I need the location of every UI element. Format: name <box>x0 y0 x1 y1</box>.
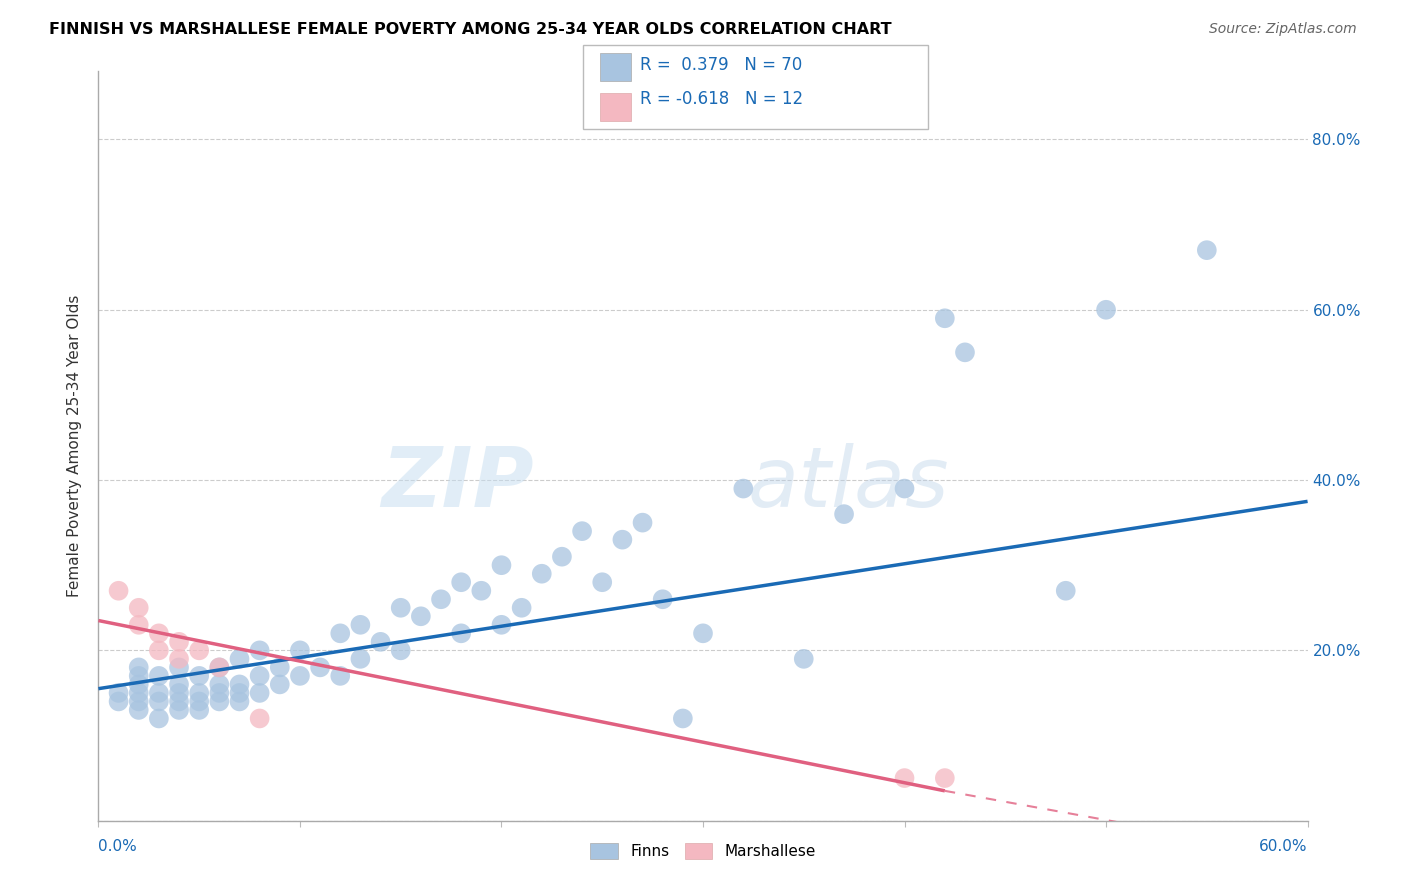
Point <box>349 617 371 632</box>
Point <box>249 686 271 700</box>
Point <box>953 345 976 359</box>
Point <box>571 524 593 538</box>
Point <box>409 609 432 624</box>
Point <box>651 592 673 607</box>
Point <box>249 669 271 683</box>
Point <box>530 566 553 581</box>
Text: Source: ZipAtlas.com: Source: ZipAtlas.com <box>1209 22 1357 37</box>
Point <box>208 677 231 691</box>
Point <box>148 643 170 657</box>
Point <box>208 660 231 674</box>
Point <box>128 703 150 717</box>
Point <box>510 600 533 615</box>
Point <box>208 686 231 700</box>
Point <box>329 669 352 683</box>
Point <box>148 686 170 700</box>
Point <box>167 635 190 649</box>
Point <box>893 482 915 496</box>
Point <box>430 592 453 607</box>
Point <box>1054 583 1077 598</box>
Point <box>148 669 170 683</box>
Point <box>167 652 190 666</box>
Point <box>491 558 513 573</box>
Text: 60.0%: 60.0% <box>1260 839 1308 855</box>
Point <box>309 660 332 674</box>
Point <box>128 669 150 683</box>
Point <box>631 516 654 530</box>
Point <box>107 686 129 700</box>
Point <box>672 711 695 725</box>
Point <box>167 694 190 708</box>
Point <box>591 575 613 590</box>
Text: FINNISH VS MARSHALLESE FEMALE POVERTY AMONG 25-34 YEAR OLDS CORRELATION CHART: FINNISH VS MARSHALLESE FEMALE POVERTY AM… <box>49 22 891 37</box>
Point <box>249 643 271 657</box>
Point <box>128 600 150 615</box>
Point <box>228 652 250 666</box>
Point <box>370 635 392 649</box>
Point <box>128 677 150 691</box>
Point <box>349 652 371 666</box>
Point <box>148 694 170 708</box>
Point <box>612 533 634 547</box>
Point <box>934 771 956 785</box>
Point <box>148 626 170 640</box>
Point <box>188 703 211 717</box>
Text: R =  0.379   N = 70: R = 0.379 N = 70 <box>640 55 801 74</box>
Point <box>167 660 190 674</box>
Point <box>1095 302 1118 317</box>
Text: ZIP: ZIP <box>381 443 534 524</box>
Point <box>128 617 150 632</box>
Point <box>288 643 311 657</box>
Point <box>167 677 190 691</box>
Point <box>208 694 231 708</box>
Point <box>188 694 211 708</box>
Point <box>934 311 956 326</box>
Point <box>249 711 271 725</box>
Point <box>128 686 150 700</box>
Point <box>450 575 472 590</box>
Point <box>188 643 211 657</box>
Point <box>832 507 855 521</box>
Point <box>733 482 755 496</box>
Point <box>329 626 352 640</box>
Text: 0.0%: 0.0% <box>98 839 138 855</box>
Point <box>228 694 250 708</box>
Point <box>167 686 190 700</box>
Point <box>692 626 714 640</box>
Point <box>107 583 129 598</box>
Point <box>288 669 311 683</box>
Point <box>389 600 412 615</box>
Text: R = -0.618   N = 12: R = -0.618 N = 12 <box>640 89 803 108</box>
Point <box>793 652 815 666</box>
Point <box>148 711 170 725</box>
Point <box>893 771 915 785</box>
Point <box>228 677 250 691</box>
Point <box>470 583 492 598</box>
Point <box>1195 243 1218 257</box>
Point <box>128 694 150 708</box>
Point <box>269 677 291 691</box>
Point <box>208 660 231 674</box>
Point <box>107 694 129 708</box>
Legend: Finns, Marshallese: Finns, Marshallese <box>585 838 821 865</box>
Point <box>228 686 250 700</box>
Point <box>167 703 190 717</box>
Point <box>450 626 472 640</box>
Point <box>188 686 211 700</box>
Y-axis label: Female Poverty Among 25-34 Year Olds: Female Poverty Among 25-34 Year Olds <box>67 295 83 597</box>
Point <box>389 643 412 657</box>
Point <box>491 617 513 632</box>
Point <box>551 549 574 564</box>
Text: atlas: atlas <box>747 443 949 524</box>
Point <box>188 669 211 683</box>
Point <box>128 660 150 674</box>
Point <box>269 660 291 674</box>
